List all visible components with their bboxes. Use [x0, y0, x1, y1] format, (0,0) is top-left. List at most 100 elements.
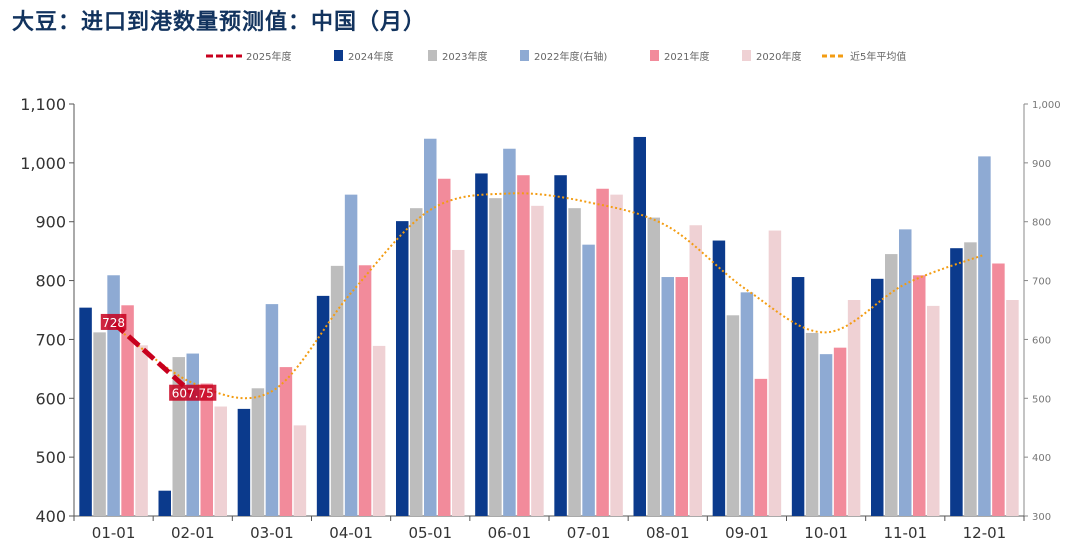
bar-2023年度 [885, 254, 898, 517]
bar-2022年度(右轴) [186, 353, 199, 516]
forecast-label-bg [169, 384, 217, 401]
y-right-tick-label: 800 [1032, 218, 1051, 229]
y-left-tick-label: 700 [35, 330, 66, 349]
y-left-tick-label: 800 [35, 272, 66, 291]
legend-label: 2022年度(右轴) [534, 50, 607, 63]
lines [111, 192, 985, 400]
y-right-tick-label: 1,000 [1032, 100, 1061, 111]
y-right-tick-label: 700 [1032, 277, 1051, 288]
x-tick-label: 09-01 [725, 524, 769, 542]
bar-2022年度(右轴) [582, 244, 595, 516]
bar-2020年度 [847, 299, 861, 516]
bar-2024年度 [871, 278, 884, 516]
bar-2020年度 [1006, 299, 1019, 516]
x-tick-label: 06-01 [488, 524, 532, 542]
x-tick-label: 04-01 [329, 524, 373, 542]
bar-2023年度 [93, 332, 106, 516]
bar-2024年度 [475, 173, 488, 517]
legend-swatch [742, 50, 751, 61]
bar-2021年度 [992, 263, 1005, 516]
x-tick-label: 10-01 [804, 524, 848, 542]
bar-2020年度 [452, 249, 465, 517]
y-right-tick-label: 400 [1032, 453, 1051, 464]
y-left-tick-label: 1,100 [20, 95, 66, 114]
bar-2024年度 [554, 175, 567, 516]
bar-2021年度 [279, 367, 293, 516]
forecast-label-bg [100, 313, 127, 330]
y-right-tick-label: 900 [1032, 159, 1051, 170]
forecast-data-label: 607.75 [172, 387, 214, 401]
legend-item: 近5年平均值 [822, 50, 906, 63]
bar-2024年度 [633, 136, 646, 516]
forecast-data-label: 728 [102, 316, 125, 330]
axes: 400 500 600 700 800 900 1,000 1,100 300 400 500 600… [20, 95, 1060, 542]
legend-item: 2021年度 [650, 50, 709, 63]
bar-2024年度 [158, 490, 171, 516]
bar-2021年度 [200, 383, 213, 516]
bar-2021年度 [358, 265, 372, 516]
bar-2022年度(右轴) [424, 138, 437, 516]
bar-2024年度 [396, 221, 409, 516]
bar-2022年度(右轴) [899, 229, 912, 516]
bar-2021年度 [833, 347, 847, 516]
y-left-tick-label: 600 [35, 389, 66, 408]
legend-item: 2025年度 [206, 50, 291, 63]
bar-2021年度 [517, 175, 530, 516]
legend-label: 2024年度 [348, 50, 393, 63]
legend-swatch [428, 50, 437, 61]
bar-2022年度(右轴) [107, 275, 120, 516]
bar-2022年度(右轴) [265, 304, 279, 516]
bar-2023年度 [647, 217, 660, 516]
bar-2023年度 [726, 315, 740, 516]
bars [79, 136, 1019, 517]
bar-2022年度(右轴) [344, 194, 358, 516]
bar-2022年度(右轴) [503, 148, 516, 516]
legend-item: 2022年度(右轴) [520, 50, 607, 63]
bar-2021年度 [675, 277, 688, 516]
bar-2024年度 [950, 248, 963, 516]
bar-2024年度 [316, 295, 330, 516]
y-right-tick-label: 600 [1032, 335, 1051, 346]
legend-label: 2020年度 [756, 50, 801, 63]
bar-2022年度(右轴) [819, 354, 833, 516]
bar-2020年度 [135, 345, 148, 516]
bar-2021年度 [754, 378, 768, 516]
legend-item: 2023年度 [428, 50, 487, 63]
bar-2024年度 [79, 307, 92, 516]
bar-2022年度(右轴) [661, 277, 674, 516]
forecast-line [111, 321, 195, 396]
bar-2020年度 [214, 406, 227, 516]
legend-label: 2021年度 [664, 50, 709, 63]
bar-2020年度 [927, 305, 940, 516]
x-tick-label: 03-01 [250, 524, 294, 542]
bar-2020年度 [689, 225, 702, 516]
bar-2021年度 [438, 178, 451, 516]
y-right-tick-label: 300 [1032, 512, 1051, 523]
bar-2023年度 [964, 242, 977, 517]
y-left-tick-label: 400 [35, 507, 66, 526]
legend-item: 2020年度 [742, 50, 801, 63]
legend-label: 2023年度 [442, 50, 487, 63]
legend: 2025年度 2024年度 2023年度 2022年度(右轴) 2021年度 2020年度… [206, 50, 906, 63]
x-tick-label: 05-01 [408, 524, 452, 542]
bar-2020年度 [531, 205, 544, 516]
bar-2023年度 [805, 332, 819, 516]
bar-2024年度 [712, 240, 726, 516]
bar-2023年度 [489, 198, 502, 516]
y-left-tick-label: 900 [35, 213, 66, 232]
y-left-tick-label: 500 [35, 448, 66, 467]
bar-2021年度 [121, 305, 134, 516]
avg5y-line [112, 192, 985, 400]
bar-2020年度 [768, 230, 782, 517]
legend-swatch [520, 50, 529, 61]
bar-2020年度 [610, 194, 623, 516]
bar-2023年度 [568, 208, 581, 517]
legend-label: 2025年度 [246, 50, 291, 63]
x-tick-label: 11-01 [883, 524, 927, 542]
legend-label: 近5年平均值 [850, 50, 906, 63]
bar-2024年度 [237, 408, 251, 516]
bar-2023年度 [410, 208, 423, 517]
legend-swatch [334, 50, 343, 61]
bar-2024年度 [791, 277, 805, 516]
data-labels: 728 607.75 [100, 313, 217, 401]
